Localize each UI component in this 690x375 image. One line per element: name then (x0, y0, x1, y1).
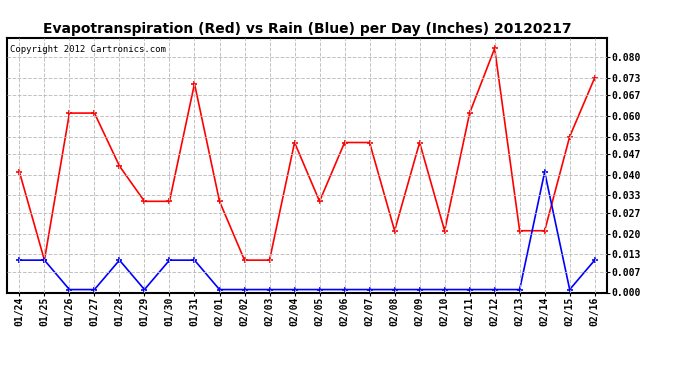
Text: Copyright 2012 Cartronics.com: Copyright 2012 Cartronics.com (10, 45, 166, 54)
Title: Evapotranspiration (Red) vs Rain (Blue) per Day (Inches) 20120217: Evapotranspiration (Red) vs Rain (Blue) … (43, 22, 571, 36)
